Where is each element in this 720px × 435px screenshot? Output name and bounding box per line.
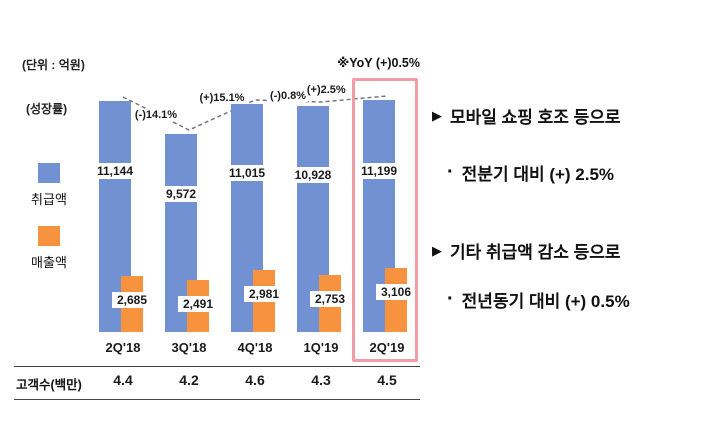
growth-rate-label: (+)15.1% [197, 92, 247, 104]
dot-bullet-icon: · [447, 161, 454, 183]
growth-rate-label: (+)2.5% [304, 83, 348, 96]
bar-value-revenue: 2,981 [244, 286, 284, 302]
yoy-note: ※YoY (+)0.5% [337, 56, 420, 70]
arrow-bullet-icon: ▶ [432, 242, 442, 258]
growth-rate-label: (-)0.8% [267, 90, 309, 102]
chart-legend: 취급액 매출액 [24, 163, 74, 271]
category-label: 4Q'18 [237, 340, 273, 355]
table-rule-top [14, 366, 420, 367]
unit-label: (단위 : 억원) [22, 58, 85, 72]
customer-count-value: 4.4 [113, 372, 133, 388]
legend-item-transaction: 취급액 [24, 163, 74, 208]
legend-swatch-revenue [38, 226, 60, 246]
bar-value-transaction: 10,928 [289, 167, 337, 183]
bar-value-transaction: 11,199 [355, 163, 403, 179]
bar-value-revenue: 2,685 [112, 292, 152, 308]
insight-heading-text: 기타 취급액 감소 등으로 [450, 243, 621, 262]
table-rule-bottom [14, 399, 420, 400]
bar-value-revenue: 2,753 [310, 291, 350, 307]
legend-swatch-transaction [38, 163, 60, 183]
growth-rate-label: (-)14.1% [132, 108, 180, 121]
bar-revenue [385, 268, 407, 332]
customer-count-value: 4.3 [311, 372, 331, 388]
category-label: 1Q'19 [303, 340, 339, 355]
bar-value-transaction: 11,144 [91, 163, 139, 179]
category-label: 2Q'18 [105, 340, 141, 355]
arrow-bullet-icon: ▶ [432, 107, 442, 123]
customer-count-value: 4.5 [377, 372, 397, 388]
insight-heading-other: ▶ 기타 취급액 감소 등으로 [432, 238, 621, 263]
insight-heading-text: 모바일 쇼핑 호조 등으로 [450, 108, 621, 127]
bar-value-transaction: 9,572 [157, 186, 205, 202]
legend-label-transaction: 취급액 [31, 192, 67, 207]
legend-item-revenue: 매출액 [24, 226, 74, 271]
customer-count-value: 4.2 [179, 372, 199, 388]
insight-detail-qoq: · 전분기 대비 (+) 2.5% [447, 160, 614, 185]
insight-detail-text: 전년동기 대비 (+) 0.5% [461, 292, 630, 311]
insight-detail-text: 전분기 대비 (+) 2.5% [461, 165, 615, 184]
category-label: 2Q'19 [369, 340, 405, 355]
category-label: 3Q'18 [171, 340, 207, 355]
insight-heading-mobile: ▶ 모바일 쇼핑 호조 등으로 [432, 103, 621, 128]
bar-value-revenue: 2,491 [178, 296, 218, 312]
dot-bullet-icon: · [447, 288, 454, 310]
legend-label-revenue: 매출액 [31, 255, 67, 270]
bar-value-transaction: 11,015 [223, 165, 271, 181]
growth-axis-label: (성장률) [26, 102, 68, 116]
bar-value-revenue: 3,106 [376, 284, 416, 300]
customer-row-label: 고객수(백만) [16, 378, 82, 392]
insight-detail-yoy: · 전년동기 대비 (+) 0.5% [447, 287, 630, 312]
customer-count-value: 4.6 [245, 372, 265, 388]
